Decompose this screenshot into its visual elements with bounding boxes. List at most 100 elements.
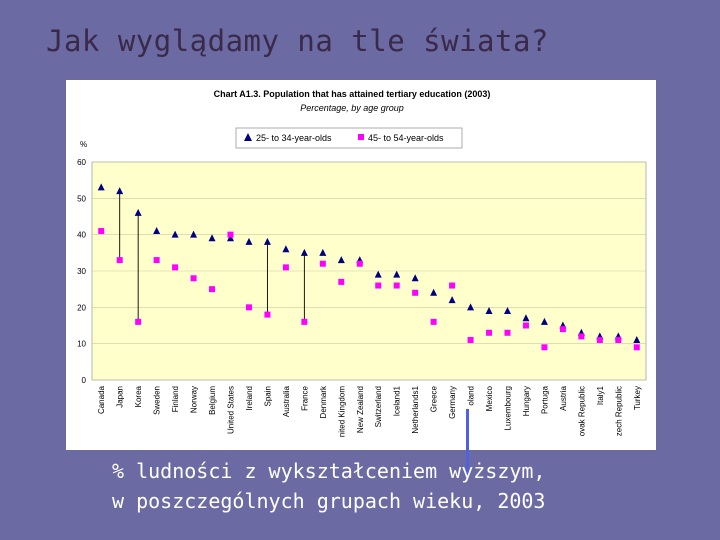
x-tick-label: Hungary	[522, 386, 531, 416]
chart-subtitle: Percentage, by age group	[300, 103, 404, 113]
legend-label-45-54: 45- to 54-year-olds	[368, 133, 444, 143]
point-45-54	[301, 318, 308, 325]
y-tick-label: 30	[77, 267, 86, 276]
point-45-54	[190, 275, 197, 282]
point-45-54	[541, 344, 548, 351]
x-tick-label: Canada	[97, 385, 106, 414]
point-25-34	[448, 296, 456, 304]
x-tick-label: Finland	[171, 386, 180, 412]
point-25-34	[430, 288, 438, 296]
point-25-34	[504, 306, 511, 314]
y-tick-label: 20	[77, 303, 86, 312]
point-45-54	[356, 260, 363, 267]
x-tick-label: ovak Republic	[577, 386, 586, 436]
x-tick-label: Australia	[282, 385, 291, 417]
x-tick-label: Austria	[559, 385, 568, 410]
chart-title: Chart A1.3. Population that has attained…	[214, 89, 491, 99]
point-25-34	[522, 314, 530, 322]
point-25-34	[171, 230, 179, 238]
x-tick-labels: Canada Japan Korea Sweden Finland Norway Belgi…	[97, 385, 642, 437]
x-tick-label: nited Kingdom	[337, 386, 346, 437]
x-tick-label: Turkey	[633, 386, 642, 410]
point-25-34	[263, 237, 271, 245]
x-tick-label: Luxembourg	[504, 386, 513, 430]
chart-panel: Chart A1.3. Population that has attained…	[66, 80, 656, 450]
point-45-54	[264, 311, 271, 318]
y-tick-label: 50	[77, 194, 86, 203]
y-tick-label: 10	[77, 340, 86, 349]
point-45-54	[522, 322, 529, 329]
point-25-34	[540, 317, 548, 325]
point-45-54	[116, 257, 123, 264]
gridlines	[92, 161, 646, 381]
point-45-54	[153, 257, 160, 264]
x-tick-label: Greece	[430, 385, 439, 412]
point-45-54	[135, 318, 142, 325]
point-45-54	[412, 289, 419, 296]
legend-square-icon	[358, 134, 364, 140]
slide-title: Jak wyglądamy na tle świata?	[46, 24, 549, 58]
point-45-54	[393, 282, 400, 289]
x-tick-label: Spain	[263, 386, 272, 406]
point-45-54	[559, 326, 566, 333]
chart-svg: Chart A1.3. Population that has attained…	[77, 89, 647, 437]
x-tick-label: Iceland1	[393, 385, 402, 416]
point-25-34	[116, 187, 124, 195]
x-tick-label: oland	[467, 386, 476, 406]
point-45-54	[596, 337, 603, 344]
data-markers	[97, 183, 641, 351]
x-tick-label: Portuga	[540, 385, 549, 414]
point-25-34	[190, 230, 198, 238]
point-25-34	[300, 248, 308, 256]
legend-label-25-34: 25- to 34-year-olds	[256, 133, 332, 143]
x-tick-label: Sweden	[153, 386, 162, 415]
y-tick-labels: 0 10 20 30 40 50 60	[77, 158, 86, 385]
point-25-34	[245, 237, 253, 245]
point-45-54	[633, 344, 640, 351]
legend-triangle-icon	[244, 133, 252, 141]
point-25-34	[97, 183, 105, 191]
point-45-54	[486, 329, 493, 336]
x-tick-label: Mexico	[485, 385, 494, 411]
x-tick-label: zech Republic	[614, 386, 623, 436]
x-tick-label: Norway	[190, 386, 199, 413]
point-25-34	[208, 234, 216, 242]
x-tick-label: Italy1	[596, 385, 605, 405]
y-tick-label: 0	[82, 376, 87, 385]
point-25-34	[467, 303, 475, 311]
caption: % ludności z wykształceniem wyższym, w p…	[112, 456, 545, 516]
x-tick-label: United States	[227, 386, 236, 434]
point-45-54	[319, 260, 326, 267]
point-45-54	[338, 278, 345, 285]
y-tick-label: 40	[77, 231, 86, 240]
point-25-34	[153, 227, 161, 235]
point-45-54	[578, 333, 585, 340]
point-25-34	[337, 256, 345, 264]
highlight-bar	[466, 409, 469, 477]
point-25-34	[282, 245, 290, 253]
point-45-54	[449, 282, 456, 289]
point-25-34	[134, 208, 142, 216]
point-25-34	[411, 274, 419, 282]
x-tick-label: France	[300, 385, 309, 410]
point-45-54	[98, 228, 105, 235]
point-45-54	[467, 337, 474, 344]
point-25-34	[393, 270, 401, 278]
point-45-54	[227, 231, 234, 238]
y-axis-label: %	[80, 140, 87, 149]
point-45-54	[282, 264, 289, 271]
x-tick-label: New Zealand	[356, 386, 365, 433]
x-tick-label: Netherlands1	[411, 385, 420, 433]
point-45-54	[375, 282, 382, 289]
point-45-54	[209, 286, 216, 293]
legend: 25- to 34-year-olds 45- to 54-year-olds	[235, 127, 463, 149]
point-45-54	[172, 264, 179, 271]
legend-box	[235, 127, 463, 149]
x-tick-label: Switzerland	[374, 386, 383, 427]
point-25-34	[374, 270, 382, 278]
y-tick-label: 60	[77, 158, 86, 167]
x-tick-label: Germany	[448, 386, 457, 419]
x-tick-label: Japan	[116, 386, 125, 408]
point-45-54	[245, 304, 252, 311]
x-tick-label: Ireland	[245, 386, 254, 410]
